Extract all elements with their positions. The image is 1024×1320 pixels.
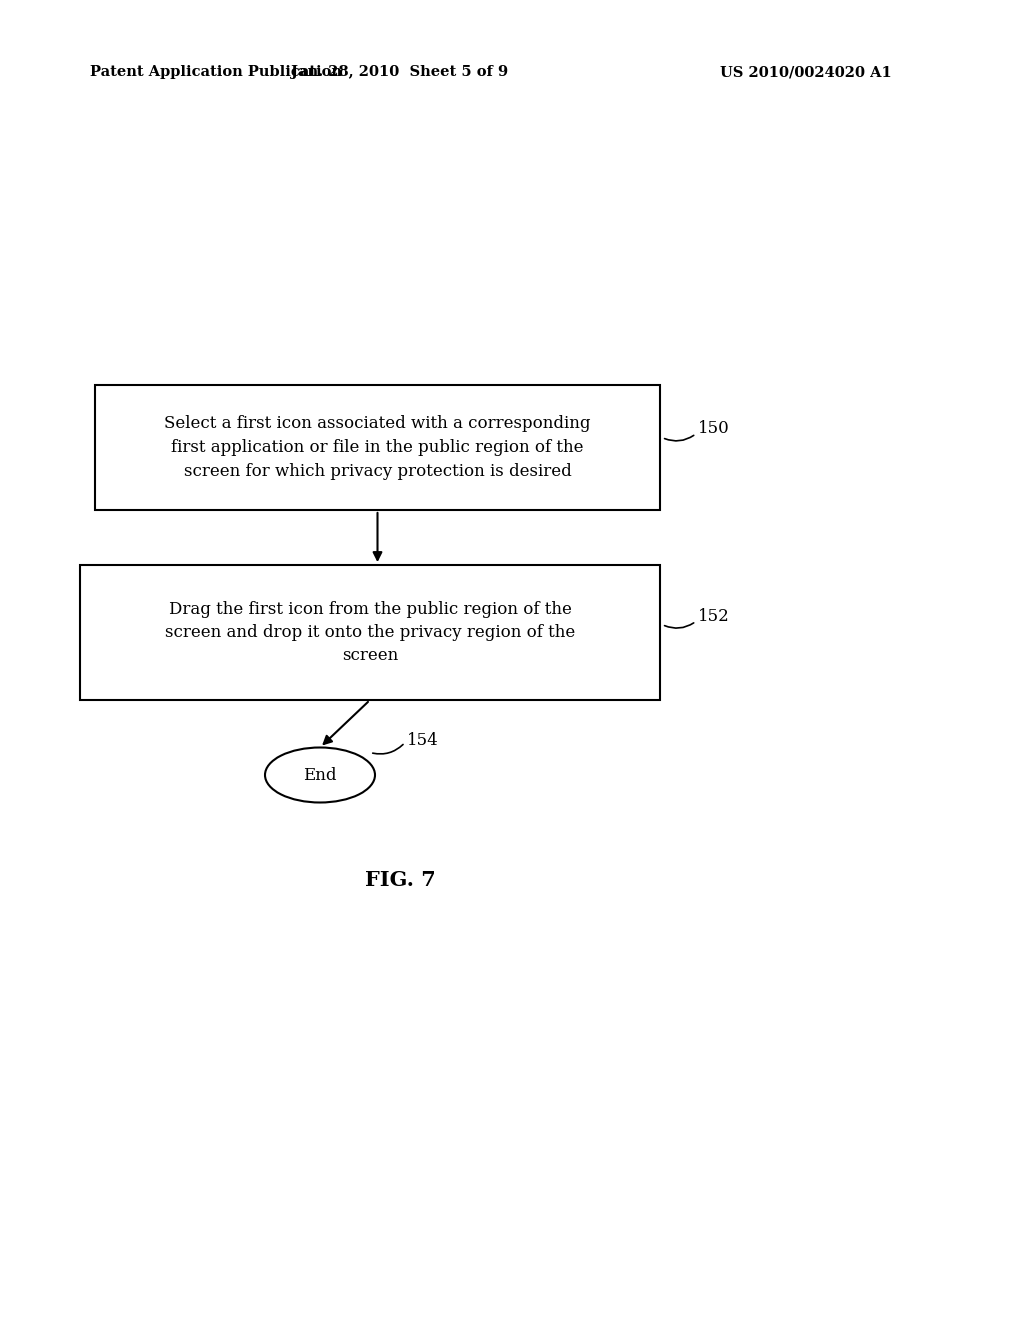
Text: Patent Application Publication: Patent Application Publication bbox=[90, 65, 342, 79]
Text: 152: 152 bbox=[698, 607, 730, 624]
Text: Jan. 28, 2010  Sheet 5 of 9: Jan. 28, 2010 Sheet 5 of 9 bbox=[292, 65, 509, 79]
Bar bbox=[95, 385, 660, 510]
Text: US 2010/0024020 A1: US 2010/0024020 A1 bbox=[720, 65, 892, 79]
Ellipse shape bbox=[265, 747, 375, 803]
Text: 154: 154 bbox=[407, 733, 438, 748]
Text: Select a first icon associated with a corresponding
first application or file in: Select a first icon associated with a co… bbox=[164, 416, 591, 479]
Text: FIG. 7: FIG. 7 bbox=[365, 870, 435, 890]
Text: 150: 150 bbox=[698, 420, 730, 437]
Text: End: End bbox=[303, 767, 337, 784]
Text: Drag the first icon from the public region of the
screen and drop it onto the pr: Drag the first icon from the public regi… bbox=[165, 601, 575, 664]
Bar bbox=[80, 565, 660, 700]
